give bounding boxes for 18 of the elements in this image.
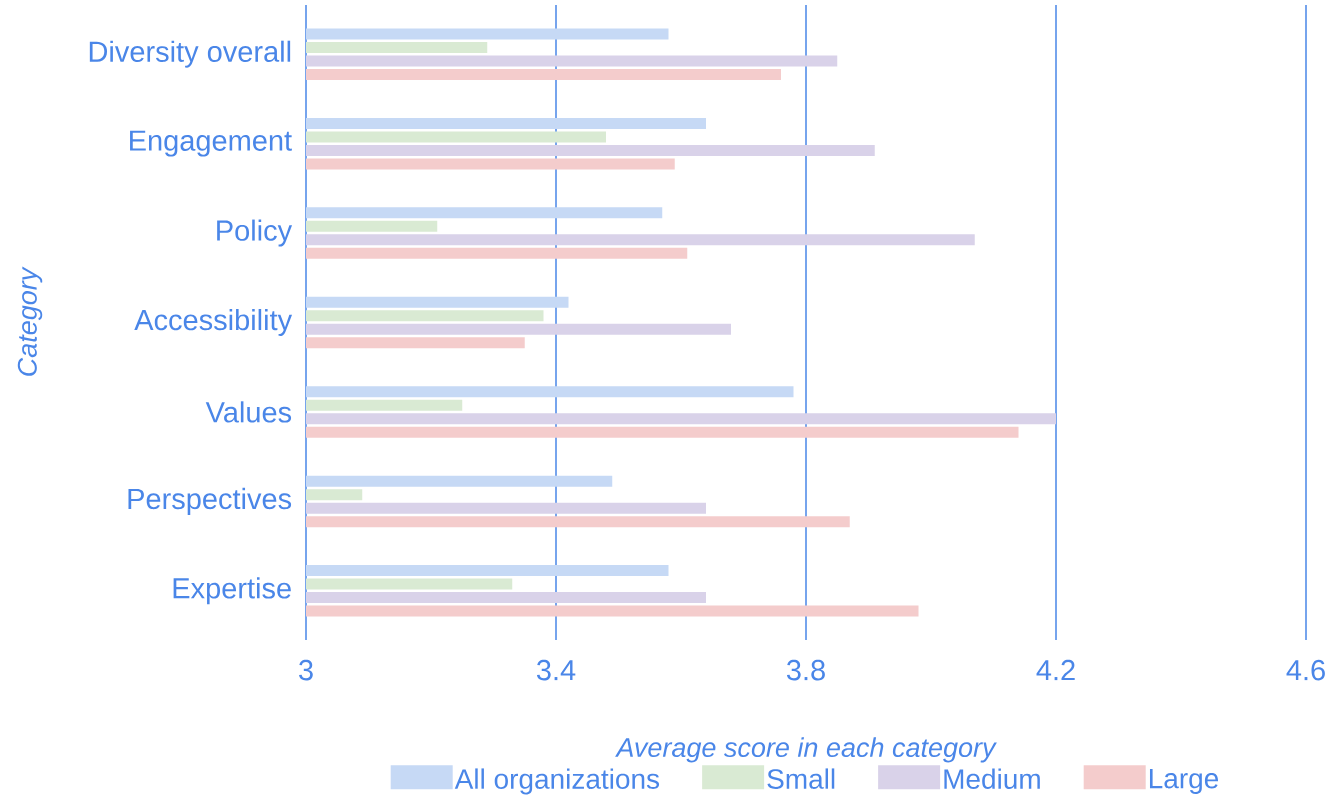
- x-axis-title: Average score in each category: [615, 737, 997, 763]
- y-axis-title: Category: [17, 266, 43, 376]
- x-tick-label: 3.8: [786, 659, 825, 681]
- y-tick-label: Perspectives: [128, 487, 292, 515]
- x-tick-label: 3: [299, 659, 313, 681]
- y-tick-label: Policy: [217, 219, 293, 247]
- x-tick-label: 4.2: [1036, 659, 1075, 681]
- y-tick-label: Engagement: [130, 130, 292, 157]
- y-tick-label: Accessibility: [134, 308, 293, 337]
- legend-label: Large: [1149, 768, 1219, 794]
- legend-label: All organizations: [454, 768, 660, 795]
- y-tick-label: Expertise: [173, 577, 291, 605]
- x-tick-label: 3.4: [536, 659, 576, 681]
- x-tick-label: 4.6: [1286, 659, 1325, 681]
- y-tick-label: Diversity overall: [89, 40, 291, 68]
- legend-label: Small: [767, 768, 835, 789]
- y-tick-label: Values: [205, 401, 292, 423]
- legend-label: Medium: [944, 768, 1040, 789]
